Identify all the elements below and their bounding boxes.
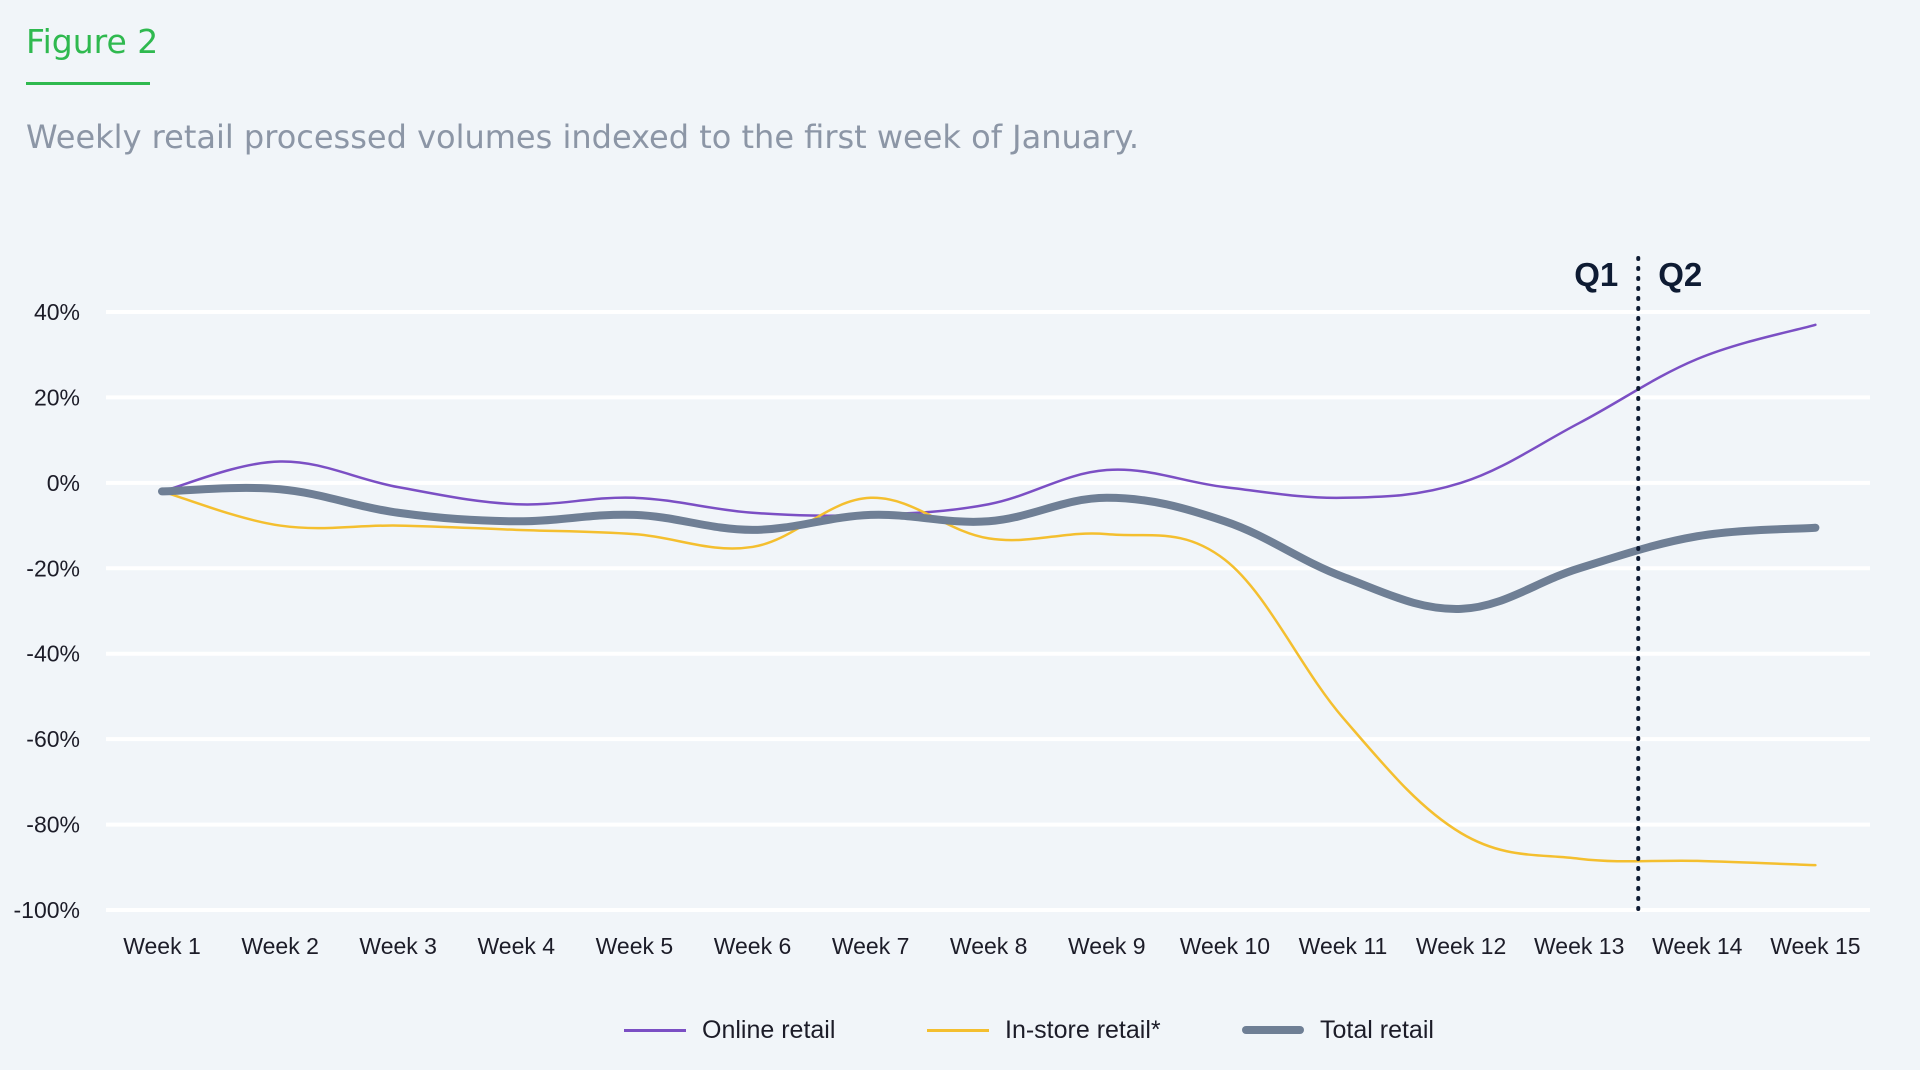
y-tick-label: -20% <box>26 555 80 581</box>
legend-item-total: Total retail <box>1242 1010 1434 1050</box>
x-tick-label: Week 14 <box>1652 933 1743 959</box>
figure-label: Figure 2 <box>26 22 159 61</box>
x-tick-label: Week 10 <box>1180 933 1270 959</box>
y-tick-label: -100% <box>14 897 80 923</box>
y-tick-label: 40% <box>34 299 80 325</box>
x-tick-label: Week 8 <box>950 933 1028 959</box>
x-tick-label: Week 7 <box>832 933 910 959</box>
line-chart: -100% -80% -60% -40% -20% 0% 20% 40% Week 1 Week … <box>14 256 1870 959</box>
x-tick-label: Week 5 <box>596 933 674 959</box>
legend-label-total: Total retail <box>1320 1015 1434 1044</box>
x-tick-label: Week 4 <box>478 933 556 959</box>
x-tick-label: Week 13 <box>1534 933 1624 959</box>
x-tick-label: Week 6 <box>714 933 792 959</box>
series-line-instore-retail <box>160 490 1817 867</box>
series-line-total-retail <box>158 483 1820 613</box>
chart-subtitle: Weekly retail processed volumes indexed … <box>26 118 1140 156</box>
x-tick-label: Week 2 <box>241 933 319 959</box>
legend-swatch-instore <box>927 1028 989 1032</box>
y-tick-label: 0% <box>47 470 80 496</box>
x-tick-label: Week 15 <box>1770 933 1860 959</box>
legend-swatch-online <box>624 1028 686 1032</box>
y-tick-label: -60% <box>26 726 80 752</box>
legend-item-online: Online retail <box>624 1010 835 1050</box>
x-tick-label: Week 1 <box>123 933 201 959</box>
series-line-online-retail <box>160 323 1817 517</box>
chart-legend: Online retail In-store retail* Total ret… <box>0 1010 1920 1050</box>
legend-swatch-total <box>1242 1026 1304 1034</box>
x-tick-label: Week 11 <box>1299 933 1388 959</box>
y-tick-label: 20% <box>34 384 80 410</box>
quarter-label-q2: Q2 <box>1658 256 1702 293</box>
quarter-label-q1: Q1 <box>1574 256 1618 293</box>
x-tick-label: Week 3 <box>359 933 437 959</box>
x-tick-label: Week 9 <box>1068 933 1146 959</box>
y-tick-label: -40% <box>26 641 80 667</box>
figure-label-underline <box>26 82 150 85</box>
y-tick-label: -80% <box>26 812 80 838</box>
legend-item-instore: In-store retail* <box>927 1010 1161 1050</box>
legend-label-online: Online retail <box>702 1015 836 1044</box>
x-tick-label: Week 12 <box>1416 933 1506 959</box>
legend-label-instore: In-store retail* <box>1005 1015 1161 1044</box>
